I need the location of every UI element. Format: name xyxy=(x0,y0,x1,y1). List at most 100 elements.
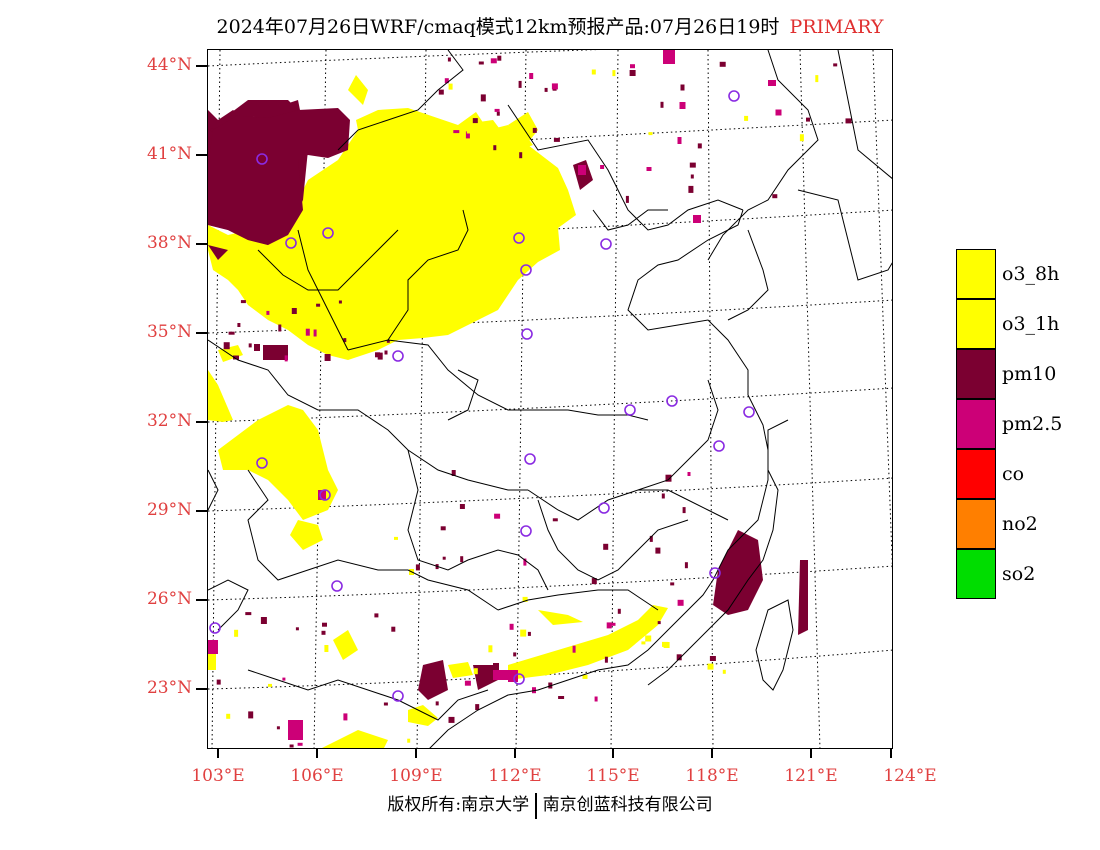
pollution-speck xyxy=(606,622,612,629)
pollution-speck xyxy=(572,645,576,653)
pollution-speck xyxy=(459,504,465,509)
pollution-speck xyxy=(440,526,446,531)
pollution-speck xyxy=(655,547,661,554)
pollution-speck xyxy=(240,300,246,304)
legend-swatch xyxy=(956,399,996,449)
pollution-speck xyxy=(245,612,252,616)
legend-label: co xyxy=(1002,463,1025,485)
pollution-speck xyxy=(490,58,497,64)
pollution-speck xyxy=(625,195,629,203)
lon-label-115: 115°E xyxy=(586,766,640,786)
pollution-speck xyxy=(322,622,327,627)
pollution-speck xyxy=(316,303,321,307)
lon-label-103: 103°E xyxy=(191,766,245,786)
pollution-speck xyxy=(657,621,661,625)
pollution-speck xyxy=(612,70,616,77)
pollution-speck xyxy=(278,324,282,332)
o3-areas xyxy=(208,75,668,748)
pollution-speck xyxy=(682,507,686,514)
pollution-speck xyxy=(282,677,286,681)
pollution-speck xyxy=(520,629,527,637)
copyright-footer: 版权所有:南京大学 南京创蓝科技有限公司 xyxy=(0,790,1100,819)
pollution-speck xyxy=(374,613,379,618)
pollution-speck xyxy=(284,355,288,362)
pollution-speck xyxy=(268,683,272,687)
pollution-speck xyxy=(473,668,478,675)
copyright-left: 版权所有:南京大学 xyxy=(387,795,530,815)
pollution-speck xyxy=(386,339,390,343)
pollution-speck xyxy=(661,493,665,499)
lon-label-124: 124°E xyxy=(883,766,937,786)
pollution-speck xyxy=(662,641,668,647)
legend-label: pm2.5 xyxy=(1002,413,1063,435)
pollution-speck xyxy=(697,143,702,149)
lat-label-44: 44°N xyxy=(146,55,192,75)
pollution-speck xyxy=(600,165,605,169)
pollution-speck xyxy=(833,63,838,67)
pollution-speck xyxy=(707,663,714,670)
pollution-speck xyxy=(464,680,471,686)
pollution-speck xyxy=(377,352,383,360)
pollution-speck xyxy=(665,474,672,482)
pollution-speck xyxy=(480,122,486,129)
pollution-speck xyxy=(617,608,621,614)
pollution-speck xyxy=(523,558,527,566)
pollution-speck xyxy=(497,55,502,61)
pollution-speck xyxy=(645,635,652,642)
legend-label: no2 xyxy=(1002,513,1038,535)
pollution-speck xyxy=(493,145,497,151)
pollution-speck xyxy=(649,535,653,542)
pollution-speck xyxy=(670,582,675,586)
lat-tick xyxy=(196,332,207,334)
pollution-speck xyxy=(289,744,294,748)
pollution-speck xyxy=(391,626,396,632)
forecast-map xyxy=(208,50,892,748)
pollution-speck xyxy=(496,111,500,116)
pollution-speck xyxy=(343,338,347,343)
lon-tick xyxy=(890,749,892,758)
pollution-speck xyxy=(518,80,522,88)
legend-swatch xyxy=(956,449,996,499)
pollution-speck xyxy=(356,309,361,316)
lon-tick xyxy=(810,749,812,758)
pollution-speck xyxy=(591,69,596,75)
pollution-speck xyxy=(291,308,297,314)
lat-label-23: 23°N xyxy=(146,678,192,698)
legend-label: o3_1h xyxy=(1002,313,1060,335)
pollution-speck xyxy=(228,331,235,335)
pollution-speck xyxy=(494,513,501,519)
legend-swatch xyxy=(956,249,996,299)
pollution-speck xyxy=(460,556,464,563)
pollution-speck xyxy=(478,61,484,65)
pollution-speck xyxy=(775,109,782,116)
pm10-areas xyxy=(208,100,808,700)
pollution-speck xyxy=(558,696,565,699)
pollution-speck xyxy=(551,83,558,90)
lon-tick xyxy=(711,749,713,758)
pollution-speck xyxy=(248,343,252,348)
pollution-speck xyxy=(449,135,456,141)
pollution-speck xyxy=(611,622,616,626)
map-title: 2024年07月26日WRF/cmaq模式12km预报产品:07月26日19时 P… xyxy=(0,12,1100,39)
pollution-speck xyxy=(237,323,241,327)
lon-label-106: 106°E xyxy=(290,766,344,786)
pollution-speck xyxy=(447,57,451,62)
footer-divider xyxy=(535,792,537,819)
lon-label-121: 121°E xyxy=(784,766,838,786)
pollution-speck xyxy=(223,342,230,350)
legend-swatch xyxy=(956,499,996,549)
pollution-speck xyxy=(648,132,653,136)
lon-tick xyxy=(217,749,219,758)
pollution-speck xyxy=(744,115,749,121)
pollution-speck xyxy=(677,137,682,144)
pollution-speck xyxy=(680,84,685,91)
lon-label-112: 112°E xyxy=(488,766,542,786)
pollution-speck xyxy=(343,713,348,721)
lon-tick xyxy=(316,749,318,758)
pollution-speck xyxy=(688,185,694,193)
lat-tick xyxy=(196,510,207,512)
pollution-speck xyxy=(453,130,460,134)
pollution-speck xyxy=(493,663,499,670)
pollution-speck xyxy=(629,70,636,76)
pollution-speck xyxy=(845,118,852,124)
